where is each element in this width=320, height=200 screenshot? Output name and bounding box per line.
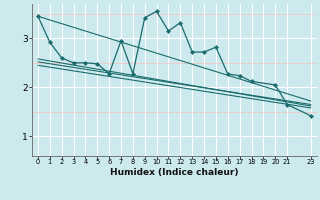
X-axis label: Humidex (Indice chaleur): Humidex (Indice chaleur) — [110, 168, 239, 177]
